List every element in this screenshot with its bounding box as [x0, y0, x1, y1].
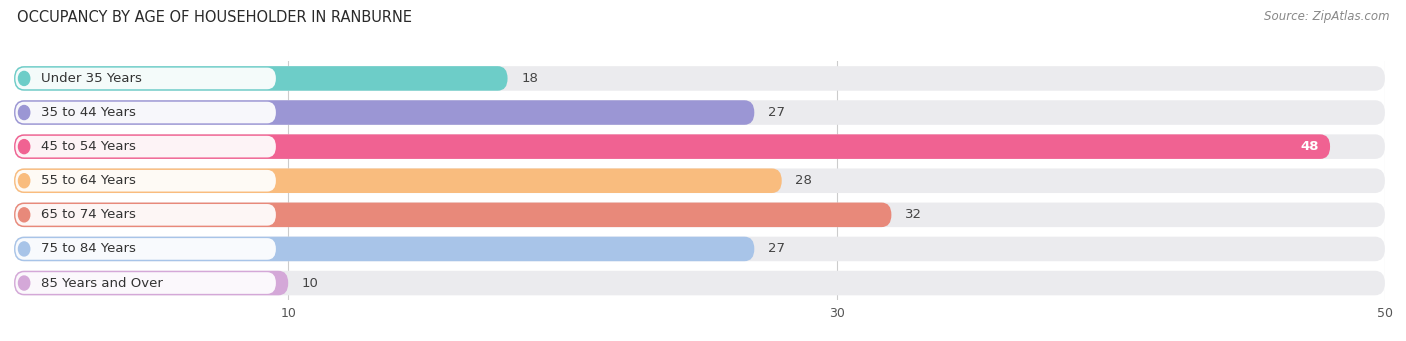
Text: 75 to 84 Years: 75 to 84 Years: [41, 242, 135, 255]
Text: 32: 32: [905, 208, 922, 221]
Text: 27: 27: [768, 106, 785, 119]
Text: 27: 27: [768, 242, 785, 255]
Text: 28: 28: [796, 174, 813, 187]
FancyBboxPatch shape: [14, 271, 288, 295]
FancyBboxPatch shape: [15, 272, 276, 294]
FancyBboxPatch shape: [15, 170, 276, 192]
Text: 45 to 54 Years: 45 to 54 Years: [41, 140, 135, 153]
FancyBboxPatch shape: [14, 66, 508, 91]
Circle shape: [18, 242, 30, 256]
Circle shape: [18, 139, 30, 154]
Text: OCCUPANCY BY AGE OF HOUSEHOLDER IN RANBURNE: OCCUPANCY BY AGE OF HOUSEHOLDER IN RANBU…: [17, 10, 412, 25]
Text: 65 to 74 Years: 65 to 74 Years: [41, 208, 135, 221]
Text: 35 to 44 Years: 35 to 44 Years: [41, 106, 135, 119]
FancyBboxPatch shape: [14, 271, 1385, 295]
FancyBboxPatch shape: [14, 100, 1385, 125]
Text: 10: 10: [302, 277, 319, 290]
FancyBboxPatch shape: [14, 134, 1385, 159]
FancyBboxPatch shape: [14, 66, 1385, 91]
FancyBboxPatch shape: [14, 237, 1385, 261]
Circle shape: [18, 174, 30, 188]
FancyBboxPatch shape: [14, 203, 1385, 227]
FancyBboxPatch shape: [14, 100, 754, 125]
Text: 55 to 64 Years: 55 to 64 Years: [41, 174, 135, 187]
FancyBboxPatch shape: [15, 68, 276, 89]
Circle shape: [18, 208, 30, 222]
Circle shape: [18, 71, 30, 86]
Text: 48: 48: [1301, 140, 1319, 153]
FancyBboxPatch shape: [15, 136, 276, 158]
FancyBboxPatch shape: [14, 168, 782, 193]
FancyBboxPatch shape: [14, 203, 891, 227]
FancyBboxPatch shape: [14, 134, 1330, 159]
Text: Under 35 Years: Under 35 Years: [41, 72, 142, 85]
FancyBboxPatch shape: [15, 204, 276, 226]
Text: 18: 18: [522, 72, 538, 85]
FancyBboxPatch shape: [15, 102, 276, 123]
Circle shape: [18, 276, 30, 290]
FancyBboxPatch shape: [14, 168, 1385, 193]
FancyBboxPatch shape: [15, 238, 276, 260]
Text: 85 Years and Over: 85 Years and Over: [41, 277, 163, 290]
FancyBboxPatch shape: [14, 237, 754, 261]
Text: Source: ZipAtlas.com: Source: ZipAtlas.com: [1264, 10, 1389, 23]
Circle shape: [18, 105, 30, 120]
